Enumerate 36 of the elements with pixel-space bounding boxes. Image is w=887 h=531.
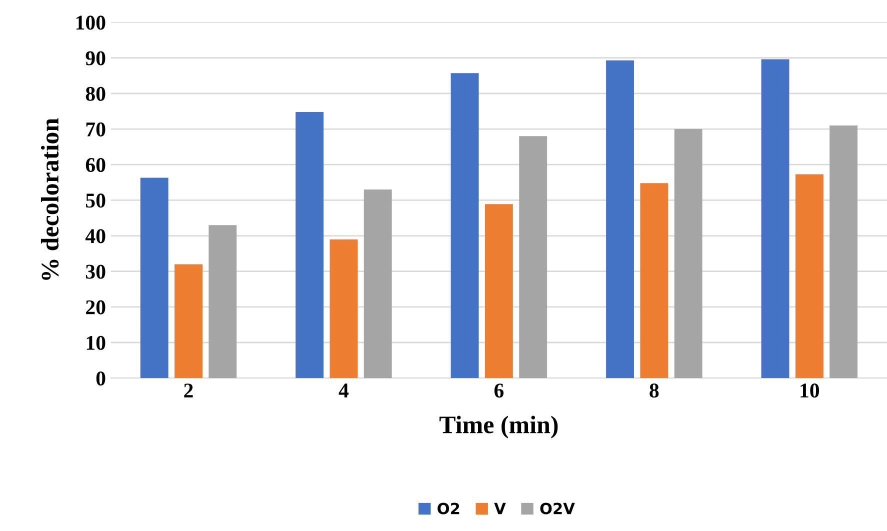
y-tick-label: 60: [86, 158, 106, 172]
bar: [830, 125, 858, 378]
bar: [364, 190, 392, 378]
legend-label: V: [494, 502, 506, 514]
y-tick-label: 20: [86, 300, 106, 314]
bar: [330, 239, 358, 378]
bar: [674, 129, 702, 378]
bar: [174, 264, 202, 378]
y-tick-label: 0: [96, 371, 106, 386]
bar: [519, 136, 548, 378]
legend-label: O2: [438, 502, 460, 514]
bar: [606, 60, 634, 378]
bar: [296, 112, 324, 378]
y-tick-label: 10: [86, 336, 106, 350]
bar: [208, 225, 237, 378]
x-tick-label: 6: [494, 384, 504, 398]
y-tick-label: 100: [76, 16, 106, 30]
bar: [640, 183, 668, 378]
y-tick-label: 90: [86, 51, 106, 66]
y-tick-label: 30: [86, 264, 106, 279]
y-tick-label: 40: [85, 229, 106, 244]
bar: [761, 59, 790, 378]
bar: [450, 73, 479, 378]
y-tick-label: 70: [86, 122, 106, 136]
x-tick-label: 4: [338, 384, 349, 398]
y-tick-label: 50: [86, 194, 106, 208]
bar: [795, 174, 824, 378]
legend-label: O2V: [540, 502, 575, 514]
y-axis-title: % decoloration: [40, 118, 59, 280]
x-tick-label: 10: [800, 384, 820, 398]
y-tick-label: 80: [86, 86, 106, 101]
x-tick-label: 2: [184, 384, 193, 398]
x-axis-title: Time (min): [439, 416, 558, 438]
bar: [140, 178, 168, 378]
bar: [484, 204, 513, 378]
x-tick-label: 8: [650, 384, 659, 398]
